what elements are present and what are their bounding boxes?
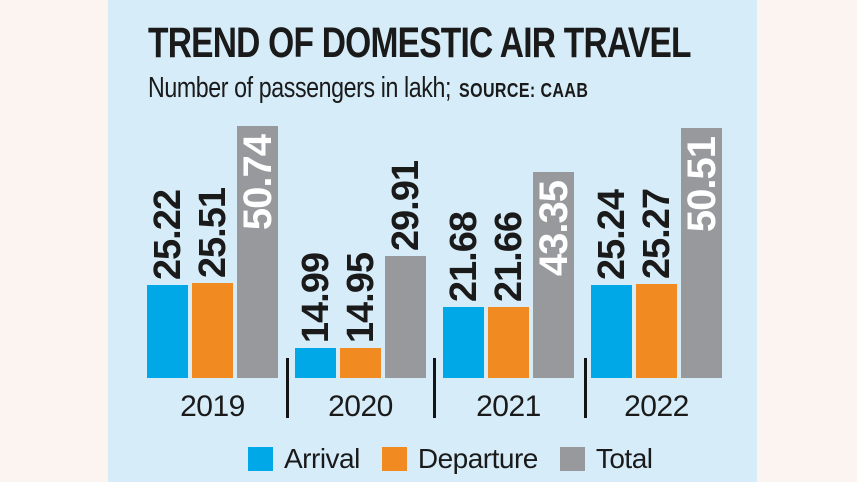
- value-label-arrival-2019: 25.22: [146, 189, 189, 280]
- value-label-total-2021: 43.35: [531, 181, 576, 277]
- year-label-2019: 2019: [180, 390, 245, 423]
- value-label-arrival-2020: 14.99: [294, 252, 337, 343]
- year-group-2021: 21.68 21.66 43.35 2021: [443, 172, 576, 423]
- bar-chart-plot: 25.22 25.51 50.74 2019 14.99 14.95 29.91 2020 21…: [108, 0, 757, 423]
- value-label-departure-2020: 14.95: [339, 252, 382, 343]
- chart-title: TREND OF DOMESTIC AIR TRAVEL: [148, 19, 692, 67]
- departure-swatch-icon: [381, 447, 407, 471]
- legend-label-departure: Departure: [417, 443, 539, 474]
- total-bar-2020: 29.91: [385, 161, 427, 378]
- year-group-2019: 25.22 25.51 50.74 2019: [147, 126, 280, 423]
- year-label-2021: 2021: [476, 390, 541, 423]
- year-group-2020: 14.99 14.95 29.91 2020: [295, 161, 427, 423]
- value-label-arrival-2021: 21.68: [442, 211, 485, 302]
- group-divider-2: [433, 358, 436, 418]
- legend-item-arrival: Arrival: [248, 443, 360, 475]
- chart-panel: TREND OF DOMESTIC AIR TRAVEL Number of p…: [108, 0, 757, 482]
- total-swatch-icon: [559, 447, 585, 471]
- chart-subtitle: Number of passengers in lakh;: [148, 72, 452, 104]
- value-label-departure-2019: 25.51: [191, 187, 234, 278]
- group-divider-3: [584, 358, 587, 418]
- arrival-bar-2019: 25.22: [147, 190, 189, 378]
- chart-subtitle-row: Number of passengers in lakh; SOURCE: CA…: [148, 72, 588, 104]
- chart-source: SOURCE: CAAB: [459, 80, 589, 102]
- total-bar-2019: 50.74: [235, 126, 280, 378]
- legend-item-departure: Departure: [381, 443, 539, 475]
- value-label-departure-2021: 21.66: [487, 211, 530, 302]
- departure-bar-2022: 25.27: [636, 189, 678, 378]
- value-label-arrival-2022: 25.24: [590, 189, 633, 280]
- value-label-total-2020: 29.91: [384, 160, 427, 251]
- departure-bar-2019: 25.51: [192, 188, 234, 378]
- departure-bar-2020: 14.95: [340, 253, 382, 378]
- legend-item-total: Total: [559, 443, 653, 475]
- value-label-total-2022: 50.51: [679, 137, 724, 233]
- departure-bar-2021: 21.66: [488, 212, 530, 378]
- value-label-departure-2022: 25.27: [635, 188, 678, 279]
- year-label-2020: 2020: [328, 390, 393, 423]
- arrival-swatch-icon: [248, 447, 273, 471]
- legend-label-arrival: Arrival: [284, 443, 360, 474]
- total-bar-2022: 50.51: [679, 128, 724, 378]
- year-label-2022: 2022: [624, 390, 689, 423]
- arrival-bar-2022: 25.24: [591, 190, 633, 378]
- legend: Arrival Departure Total: [248, 443, 653, 475]
- value-label-total-2019: 50.74: [235, 135, 280, 231]
- arrival-bar-2020: 14.99: [295, 253, 337, 378]
- group-divider-1: [286, 358, 289, 418]
- total-bar-2021: 43.35: [531, 172, 576, 378]
- arrival-bar-2021: 21.68: [443, 212, 485, 378]
- legend-label-total: Total: [595, 443, 653, 474]
- year-group-2022: 25.24 25.27 50.51 2022: [591, 128, 724, 423]
